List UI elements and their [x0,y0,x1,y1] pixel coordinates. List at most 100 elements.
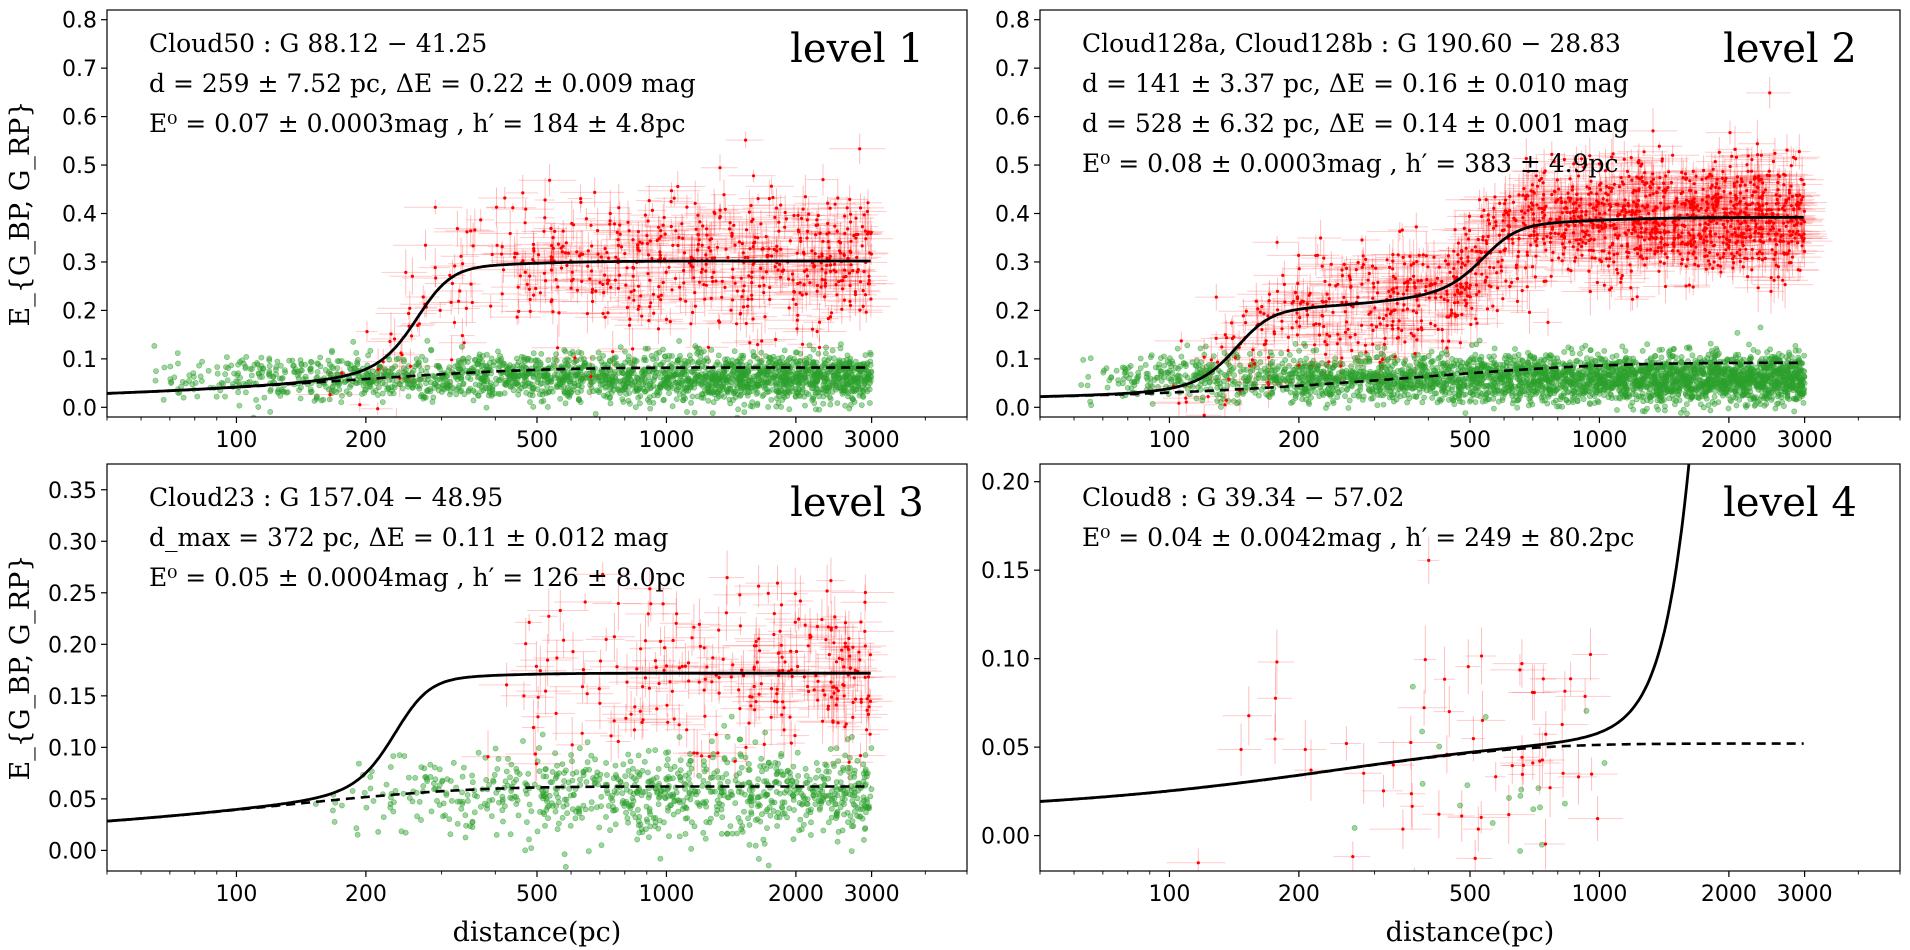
green-point [325,357,332,364]
red-point [556,346,560,350]
red-point [611,350,615,354]
green-point [501,390,508,397]
green-point [1561,349,1568,355]
red-point [606,311,610,315]
green-point [779,396,786,403]
green-point [490,362,497,369]
green-point [530,384,537,391]
red-point [678,297,683,301]
green-point [695,359,702,365]
green-point [782,369,789,376]
green-point [1462,410,1469,416]
green-point [1085,373,1092,380]
red-point [393,337,397,341]
green-point [1639,347,1646,354]
green-point [379,390,386,397]
red-point [692,276,696,280]
green-point [405,393,412,400]
red-point [586,264,590,268]
green-point [831,361,838,367]
red-point [821,178,825,182]
green-point [837,345,844,352]
green-point [682,384,688,391]
green-point [598,377,605,384]
red-point [696,242,701,246]
red-point [680,222,684,226]
green-point [606,381,613,388]
green-point [422,357,429,364]
red-point [735,289,740,293]
red-point [652,311,656,315]
green-point [807,380,814,387]
green-point [478,383,485,390]
green-point [1278,350,1285,357]
red-point [647,319,651,323]
green-point [220,380,226,387]
red-point [423,243,428,247]
green-point [688,399,694,406]
green-point [810,359,816,366]
green-point [780,392,786,399]
green-point [662,353,668,360]
green-point [803,355,810,362]
red-point [866,201,870,205]
green-point [1736,396,1743,403]
green-point [199,358,205,365]
green-point [862,352,869,359]
green-point [318,397,325,404]
red-point [817,320,822,324]
red-point [590,244,594,248]
green-point [559,370,566,377]
green-point [298,360,305,367]
red-point [771,195,775,200]
red-point [479,218,483,222]
red-point [704,253,708,257]
green-point [696,345,703,352]
red-point [617,206,621,210]
red-point [527,287,532,291]
green-point [456,366,462,373]
green-point [553,357,560,364]
red-point [464,306,468,310]
green-point [1689,352,1696,359]
green-point [655,369,662,376]
red-point [544,279,548,283]
red-point [854,236,858,240]
green-point [273,363,280,370]
panel-level-1: 0.0 0.1 0.2 0.3 0.4 0.5 0.6 0.7 0.8 100 200 500 1000… [5,9,968,453]
red-point [672,196,676,200]
green-point [654,392,661,399]
green-point [483,404,490,411]
green-point [538,380,545,387]
red-point [756,343,760,347]
red-point [656,327,661,331]
green-point [855,380,862,387]
green-point [564,392,571,399]
red-point [588,277,592,281]
green-point [1587,347,1594,354]
red-point [860,225,865,229]
red-point [667,265,671,269]
green-point [483,351,490,358]
green-point [153,368,159,374]
red-point [661,280,665,285]
red-point [523,270,527,274]
x-tick-label: 200 [345,428,387,453]
green-point [387,390,394,397]
red-point [869,252,874,256]
red-point [745,228,749,232]
green-point [341,379,348,386]
red-point [835,293,839,297]
green-point [248,372,255,379]
red-point [848,284,852,288]
green-point [625,370,632,377]
green-point [401,369,408,375]
green-point [642,357,649,364]
green-point [685,362,692,368]
green-point [791,355,797,362]
green-point [707,388,714,395]
red-point [711,279,715,284]
green-point [609,376,616,383]
green-point [372,387,379,394]
